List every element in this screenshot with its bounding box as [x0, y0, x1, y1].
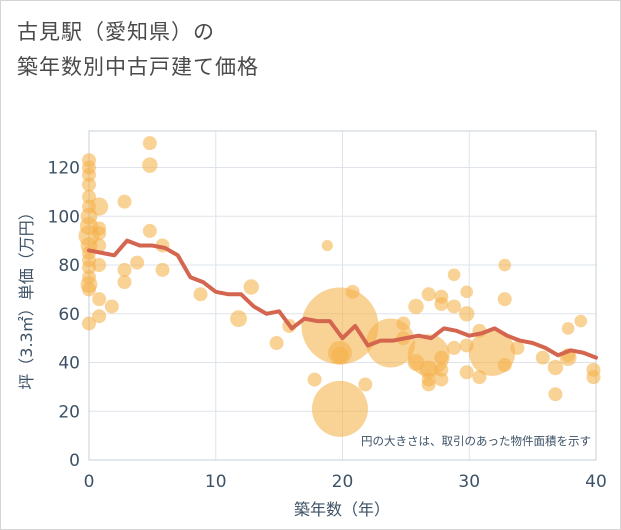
- bubble-point: [142, 157, 158, 173]
- average-price-line: [87, 238, 598, 360]
- x-tick-label: 0: [84, 472, 95, 492]
- bubble-point: [142, 223, 157, 238]
- bubble-point: [459, 306, 475, 322]
- average-line-series: [87, 238, 598, 360]
- bubble-point: [82, 316, 96, 331]
- y-axis-label: 坪（3.3㎡）単価（万円）: [17, 204, 36, 389]
- bubble-point: [497, 292, 512, 307]
- bubble-point: [498, 258, 512, 272]
- bubble-point: [311, 380, 368, 437]
- bubble-point: [434, 350, 449, 365]
- x-tick-label: 40: [585, 472, 607, 492]
- bubble-point: [155, 262, 170, 277]
- bubble-point: [307, 372, 322, 387]
- bubble-point: [434, 372, 449, 387]
- x-tick-label: 20: [332, 472, 354, 492]
- bubble-point: [82, 189, 96, 204]
- bubble-point: [421, 377, 436, 392]
- y-tick-label: 80: [58, 256, 80, 276]
- bubble-point: [82, 167, 96, 182]
- bubble-point: [243, 279, 259, 295]
- bubble-point: [447, 299, 462, 314]
- x-tick-label: 10: [205, 472, 227, 492]
- bubble-point: [345, 284, 360, 299]
- x-axis-label: 築年数（年）: [294, 500, 390, 519]
- y-tick-label: 60: [58, 305, 80, 325]
- bubble-point: [434, 362, 449, 377]
- bubble-point: [459, 365, 474, 380]
- bubble-point: [574, 314, 588, 328]
- bubble-point: [92, 258, 107, 273]
- bubble-point: [447, 268, 461, 282]
- bubble-point: [193, 287, 208, 302]
- chart-title-line-2: 築年数別中古戸建て価格: [17, 55, 259, 79]
- bubble-series: [78, 136, 601, 437]
- bubble-point: [447, 340, 462, 355]
- bubble-point: [586, 370, 601, 385]
- y-tick-label: 0: [69, 451, 80, 471]
- bubble-point: [130, 255, 145, 270]
- bubble-point: [230, 310, 247, 328]
- chart-annotation: 円の大きさは、取引のあった物件面積を示す: [361, 434, 591, 448]
- bubble-point: [117, 194, 132, 209]
- bubble-point: [460, 285, 474, 299]
- y-tick-label: 100: [48, 207, 80, 227]
- x-tick-label: 30: [458, 472, 480, 492]
- bubble-point: [547, 359, 564, 376]
- y-tick-label: 20: [58, 402, 80, 422]
- bubble-point: [396, 316, 411, 331]
- bubble-point: [510, 340, 525, 355]
- bubble-point: [548, 387, 563, 402]
- y-tick-label: 120: [48, 159, 80, 179]
- bubble-point: [92, 292, 107, 307]
- bubble-point: [92, 309, 107, 324]
- chart-title: 古見駅（愛知県）の 築年数別中古戸建て価格: [17, 15, 577, 85]
- y-tick-labels: 0 20 40 60 80 100 120: [48, 159, 80, 471]
- bubble-point: [104, 299, 119, 314]
- bubble-point: [117, 262, 132, 277]
- bubble-point: [90, 197, 109, 216]
- chart-title-line-1: 古見駅（愛知県）の: [17, 20, 215, 44]
- bubble-point: [321, 239, 333, 252]
- bubble-point: [269, 336, 284, 351]
- bubble-point: [366, 318, 416, 368]
- bubble-point: [358, 377, 373, 392]
- bubble-point: [408, 298, 424, 315]
- x-tick-labels: 0 10 20 30 40: [84, 472, 607, 492]
- bubble-point: [497, 357, 512, 372]
- bubble-point: [117, 275, 132, 290]
- bubble-point: [535, 350, 550, 365]
- bubble-point: [142, 136, 157, 151]
- bubble-point: [331, 346, 349, 364]
- bubble-point: [82, 177, 96, 192]
- bubble-point: [92, 238, 107, 253]
- bubble-point: [301, 287, 379, 365]
- bubble-point: [561, 322, 575, 335]
- bubble-point: [92, 226, 107, 241]
- bubble-point: [82, 282, 96, 297]
- bubble-point: [421, 287, 436, 302]
- y-tick-label: 40: [58, 354, 80, 374]
- bubble-point: [434, 297, 449, 312]
